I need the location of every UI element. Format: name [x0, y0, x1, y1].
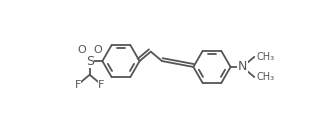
Text: N: N: [238, 61, 247, 73]
Text: O: O: [93, 45, 102, 55]
Text: S: S: [86, 55, 94, 68]
Text: F: F: [98, 80, 105, 90]
Text: CH₃: CH₃: [256, 52, 274, 62]
Text: O: O: [77, 45, 86, 55]
Text: F: F: [75, 80, 81, 90]
Text: CH₃: CH₃: [256, 72, 274, 82]
